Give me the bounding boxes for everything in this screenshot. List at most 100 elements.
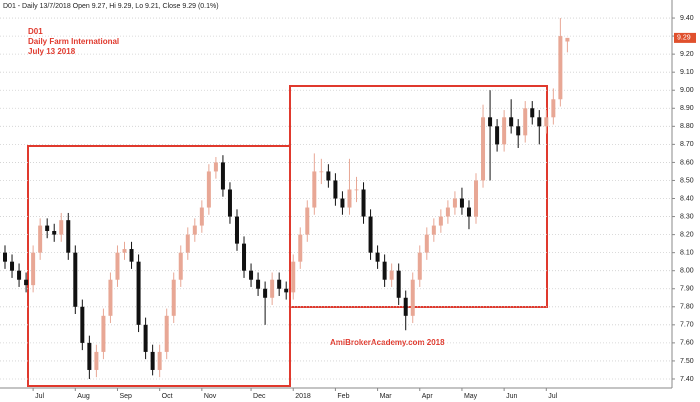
y-tick-label: 8.90 [680, 105, 694, 112]
date-label: July 13 2018 [28, 47, 76, 56]
candle-body [277, 279, 282, 289]
chart-title: D01 - Daily 13/7/2018 Open 9.27, Hi 9.29… [3, 3, 219, 10]
candle-body [319, 171, 324, 173]
x-tick-label: May [464, 393, 478, 400]
candle-body [326, 171, 331, 181]
candle-body [178, 252, 183, 280]
candle-body [270, 279, 275, 298]
candle-body [410, 279, 415, 316]
candle-body [509, 117, 514, 127]
candle-body [361, 189, 366, 217]
candle-body [73, 252, 78, 307]
y-tick-label: 7.60 [680, 340, 694, 347]
y-tick-label: 7.90 [680, 286, 694, 293]
x-tick-label: Dec [253, 393, 266, 400]
x-tick-label: Apr [422, 393, 434, 400]
candle-body [312, 171, 317, 208]
candle-body [143, 324, 148, 352]
candle-body [452, 198, 457, 208]
candle-body [445, 207, 450, 217]
candle-body [495, 126, 500, 145]
y-tick-label: 8.30 [680, 213, 694, 220]
x-tick-label: 2018 [295, 393, 311, 400]
y-tick-label: 9.00 [680, 87, 694, 94]
candle-body [431, 225, 436, 235]
candle-body [150, 351, 155, 370]
candle-body [459, 198, 464, 208]
x-tick-label: Nov [204, 393, 217, 400]
candle-body [136, 261, 141, 325]
candle-body [242, 243, 247, 271]
y-tick-label: 8.60 [680, 159, 694, 166]
candle-body [481, 117, 486, 181]
candle-body [488, 117, 493, 127]
candle-body [52, 230, 57, 235]
candle-body [389, 270, 394, 280]
y-tick-label: 8.20 [680, 231, 694, 238]
candle-body [108, 279, 113, 316]
symbol-label: D01 [28, 27, 43, 36]
candle-body [544, 117, 549, 127]
x-tick-label: Feb [337, 393, 349, 400]
candle-body [249, 270, 254, 280]
y-tick-label: 8.80 [680, 123, 694, 130]
y-tick-label: 9.20 [680, 51, 694, 58]
range-box [289, 85, 548, 308]
candle-body [192, 225, 197, 235]
y-tick-label: 8.40 [680, 195, 694, 202]
candle-body [305, 207, 310, 235]
candle-body [382, 261, 387, 280]
candle-body [530, 108, 535, 118]
candle-body [502, 117, 507, 145]
x-tick-label: Aug [77, 393, 90, 400]
y-tick-label: 9.10 [680, 69, 694, 76]
y-tick-label: 9.40 [680, 15, 694, 22]
candle-body [347, 189, 352, 208]
candle-body [10, 261, 15, 271]
candle-body [220, 162, 225, 190]
x-tick-label: Sep [119, 393, 132, 400]
candle-body [17, 270, 22, 280]
x-tick-label: Jun [506, 393, 517, 400]
candle-body [122, 249, 127, 253]
candle-body [263, 288, 268, 298]
candle-body [206, 171, 211, 208]
candle-body [59, 220, 64, 235]
candle-body [284, 288, 289, 293]
candle-body [375, 252, 380, 262]
y-tick-label: 7.80 [680, 304, 694, 311]
last-price-tag [674, 32, 696, 43]
candle-body [164, 315, 169, 352]
candle-body [474, 180, 479, 217]
candle-body [213, 162, 218, 172]
candle-body [558, 36, 563, 100]
candle-body [171, 279, 176, 316]
candle-body [298, 234, 303, 262]
candle-body [24, 279, 29, 286]
y-tick-label: 8.10 [680, 249, 694, 256]
candle-body [516, 126, 521, 136]
y-tick-label: 8.70 [680, 141, 694, 148]
candle-body [115, 252, 120, 280]
candle-body [129, 249, 134, 262]
candle-body [66, 220, 71, 253]
candle-body [31, 252, 36, 286]
candle-body [523, 108, 528, 136]
candle-body [227, 189, 232, 217]
last-price-label: 9.29 [677, 35, 691, 42]
candle-body [417, 252, 422, 280]
candle-body [340, 198, 345, 208]
candle-body [403, 297, 408, 316]
y-tick-label: 8.00 [680, 268, 694, 275]
candle-body [333, 180, 338, 199]
candle-body [157, 351, 162, 370]
candle-body [537, 117, 542, 127]
candle-body [551, 99, 556, 118]
candle-body [94, 351, 99, 370]
y-tick-label: 7.50 [680, 358, 694, 365]
candle-body [3, 252, 7, 262]
candle-body [185, 234, 190, 253]
candle-body [38, 225, 43, 253]
candle-body [256, 279, 261, 289]
